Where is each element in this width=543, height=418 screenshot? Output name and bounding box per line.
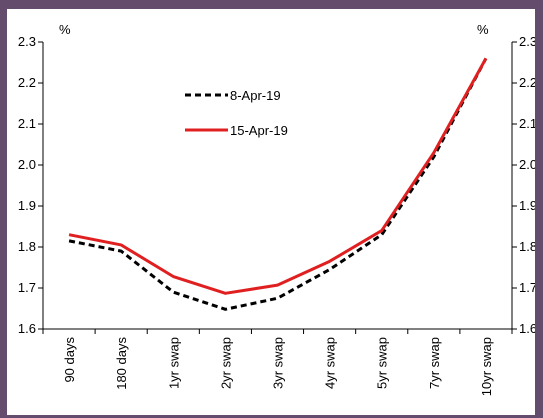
left-tick-label: 1.7 — [18, 280, 36, 295]
left-tick-label: 1.6 — [18, 321, 36, 336]
left-unit-label: % — [59, 22, 71, 37]
category-label: 7yr swap — [427, 337, 442, 389]
yield-curve-chart: 1.6 1.6 1.7 1.7 1.8 1.8 1.9 1.9 2.0 2.0 2.1 2.1 2.2 2… — [18, 22, 535, 396]
legend-label-2: 15-Apr-19 — [230, 123, 288, 138]
right-tick-label: 2.1 — [519, 116, 535, 131]
right-tick-label: 2.2 — [519, 75, 535, 90]
category-label: 10yr swap — [479, 337, 494, 396]
series-line-2 — [68, 57, 488, 295]
category-label: 3yr swap — [271, 337, 286, 389]
right-tick-label: 1.7 — [519, 280, 535, 295]
category-label: 2yr swap — [218, 337, 233, 389]
category-label: 5yr swap — [375, 337, 390, 389]
category-label: 180 days — [114, 337, 129, 390]
left-tick-label: 1.8 — [18, 239, 36, 254]
left-tick-label: 2.1 — [18, 116, 36, 131]
series-line-1 — [68, 57, 488, 311]
category-label: 1yr swap — [166, 337, 181, 389]
right-tick-label: 1.8 — [519, 239, 535, 254]
left-tick-label: 2.0 — [18, 157, 36, 172]
category-label: 90 days — [62, 337, 77, 383]
right-tick-label: 2.3 — [519, 34, 535, 49]
chart-frame: 1.6 1.6 1.7 1.7 1.8 1.8 1.9 1.9 2.0 2.0 2.1 2.1 2.2 2… — [7, 9, 535, 415]
category-label: 4yr swap — [323, 337, 338, 389]
left-tick-label: 1.9 — [18, 198, 36, 213]
right-unit-label: % — [477, 22, 489, 37]
right-tick-label: 1.9 — [519, 198, 535, 213]
left-tick-label: 2.2 — [18, 75, 36, 90]
left-tick-label: 2.3 — [18, 34, 36, 49]
right-tick-label: 1.6 — [519, 321, 535, 336]
right-tick-label: 2.0 — [519, 157, 535, 172]
legend-label-1: 8-Apr-19 — [230, 88, 281, 103]
